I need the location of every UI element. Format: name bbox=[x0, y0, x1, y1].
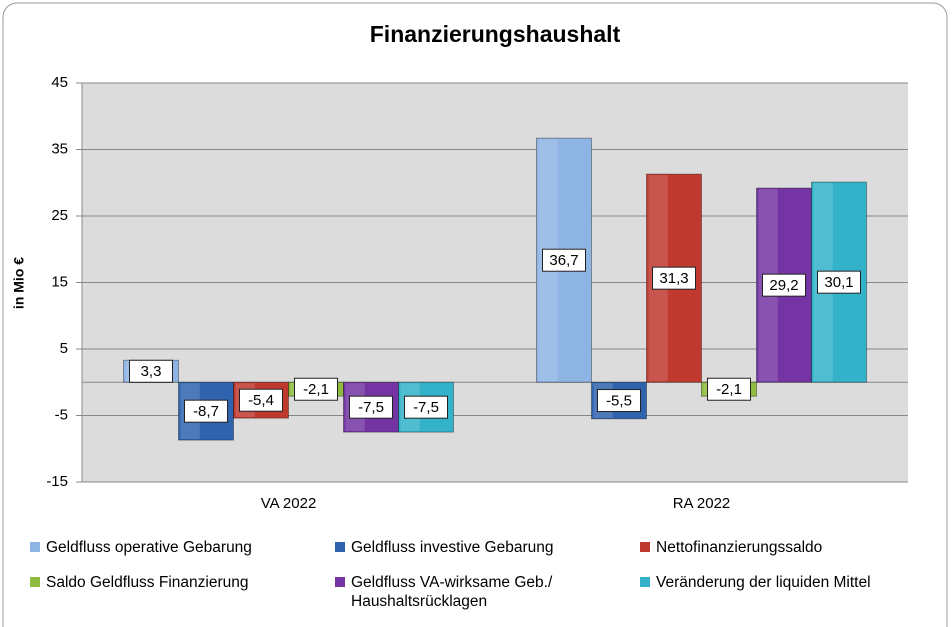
data-label: -5,4 bbox=[248, 392, 274, 409]
y-tick-label: -15 bbox=[46, 473, 68, 490]
data-label: 31,3 bbox=[659, 270, 688, 287]
label-box bbox=[817, 270, 861, 294]
legend-swatch bbox=[640, 542, 650, 552]
label-box bbox=[762, 273, 806, 297]
label-box bbox=[404, 395, 448, 419]
label-box bbox=[294, 377, 338, 401]
data-label: -7,5 bbox=[358, 399, 384, 416]
legend-swatch bbox=[30, 577, 40, 587]
legend-label: Geldfluss investive Gebarung bbox=[351, 539, 554, 556]
label-box bbox=[652, 266, 696, 290]
legend-label: Geldfluss VA-wirksame Geb./ Haushaltsrüc… bbox=[351, 574, 553, 610]
chart-title: Finanzierungshaushalt bbox=[370, 21, 621, 47]
legend-swatch bbox=[335, 577, 345, 587]
data-label: -2,1 bbox=[716, 381, 742, 398]
legend-label: Nettofinanzierungssaldo bbox=[656, 539, 823, 556]
data-label: -5,5 bbox=[606, 393, 632, 410]
legend-label: Geldfluss operative Gebarung bbox=[46, 539, 252, 556]
legend-label: Veränderung der liquiden Mittel bbox=[656, 574, 871, 591]
label-box bbox=[184, 399, 228, 423]
x-tick-label: RA 2022 bbox=[673, 495, 731, 512]
data-label: -2,1 bbox=[303, 381, 329, 398]
label-box bbox=[707, 377, 751, 401]
y-tick-label: 25 bbox=[51, 207, 68, 224]
legend-item: Saldo Geldfluss Finanzierung bbox=[30, 573, 335, 611]
label-box bbox=[129, 359, 173, 383]
legend-label: Saldo Geldfluss Finanzierung bbox=[46, 574, 249, 591]
x-tick-label: VA 2022 bbox=[261, 495, 317, 512]
legend-item: Nettofinanzierungssaldo bbox=[640, 538, 930, 557]
legend-swatch bbox=[335, 542, 345, 552]
data-label: 3,3 bbox=[141, 363, 162, 380]
data-label: 36,7 bbox=[549, 252, 578, 269]
legend-swatch bbox=[30, 542, 40, 552]
label-box bbox=[349, 395, 393, 419]
label-box bbox=[239, 388, 283, 412]
y-tick-label: -5 bbox=[55, 406, 68, 423]
legend-swatch bbox=[640, 577, 650, 587]
y-tick-label: 35 bbox=[51, 140, 68, 157]
data-label: -8,7 bbox=[193, 403, 219, 420]
legend-item: Geldfluss operative Gebarung bbox=[30, 538, 335, 557]
data-label: 29,2 bbox=[769, 277, 798, 294]
legend: Geldfluss operative Gebarung Geldfluss in… bbox=[30, 538, 930, 611]
y-axis-label: in Mio € bbox=[11, 257, 27, 309]
label-box bbox=[597, 389, 641, 413]
legend-item: Geldfluss VA-wirksame Geb./ Haushaltsrüc… bbox=[335, 573, 640, 611]
legend-item: Veränderung der liquiden Mittel bbox=[640, 573, 930, 611]
data-label: 30,1 bbox=[824, 274, 853, 291]
legend-item: Geldfluss investive Gebarung bbox=[335, 538, 640, 557]
y-tick-label: 5 bbox=[60, 340, 68, 357]
y-tick-label: 45 bbox=[51, 74, 68, 91]
label-box bbox=[542, 248, 586, 272]
data-label: -7,5 bbox=[413, 399, 439, 416]
y-tick-label: 15 bbox=[51, 273, 68, 290]
